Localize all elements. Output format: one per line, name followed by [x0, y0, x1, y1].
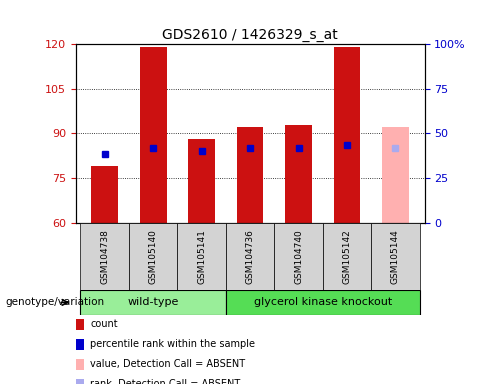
- Bar: [371, 223, 420, 290]
- Bar: [188, 139, 215, 223]
- Text: value, Detection Call = ABSENT: value, Detection Call = ABSENT: [90, 359, 245, 369]
- Text: GSM105144: GSM105144: [391, 229, 400, 284]
- Text: count: count: [90, 319, 118, 329]
- Bar: [140, 47, 166, 223]
- Text: GSM105142: GSM105142: [343, 229, 351, 284]
- Bar: [226, 290, 420, 315]
- Bar: [91, 166, 118, 223]
- Bar: [237, 127, 264, 223]
- Bar: [226, 223, 274, 290]
- Bar: [274, 223, 323, 290]
- Text: percentile rank within the sample: percentile rank within the sample: [90, 339, 255, 349]
- Text: GSM105140: GSM105140: [149, 229, 158, 284]
- Bar: [382, 127, 409, 223]
- Bar: [323, 223, 371, 290]
- Text: GSM104740: GSM104740: [294, 229, 303, 284]
- Text: GSM104738: GSM104738: [100, 229, 109, 284]
- Bar: [81, 290, 226, 315]
- Text: genotype/variation: genotype/variation: [5, 297, 104, 308]
- Bar: [129, 223, 178, 290]
- Text: GSM104736: GSM104736: [245, 229, 255, 284]
- Bar: [334, 47, 360, 223]
- Bar: [81, 223, 129, 290]
- Title: GDS2610 / 1426329_s_at: GDS2610 / 1426329_s_at: [162, 28, 338, 42]
- Bar: [285, 124, 312, 223]
- Text: wild-type: wild-type: [127, 297, 179, 308]
- Text: GSM105141: GSM105141: [197, 229, 206, 284]
- Bar: [178, 223, 226, 290]
- Text: glycerol kinase knockout: glycerol kinase knockout: [254, 297, 392, 308]
- Text: rank, Detection Call = ABSENT: rank, Detection Call = ABSENT: [90, 379, 241, 384]
